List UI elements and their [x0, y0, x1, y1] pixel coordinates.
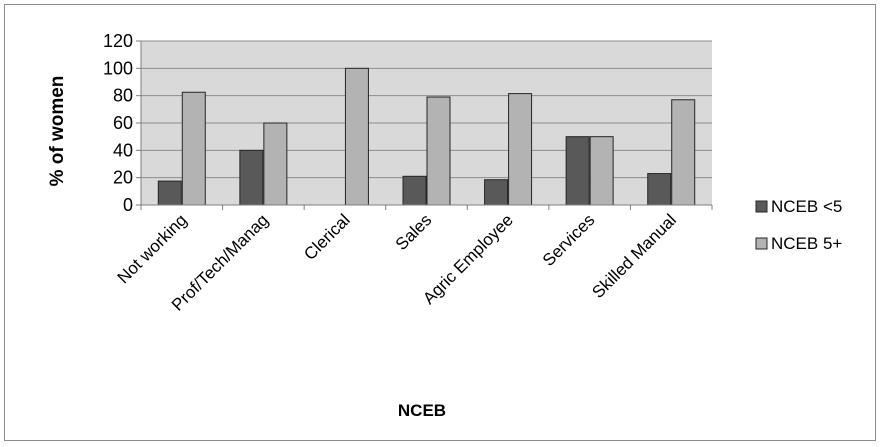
- bar: [671, 99, 696, 206]
- y-tick-label: 60: [113, 113, 133, 133]
- y-axis-title: % of women: [47, 76, 68, 187]
- x-axis-title: NCEB: [398, 401, 446, 420]
- axes: [136, 40, 713, 210]
- x-tick-label: Services: [539, 210, 599, 270]
- x-tick-label: Skilled Manual: [588, 210, 680, 302]
- bar: [157, 180, 182, 206]
- bar: [589, 136, 614, 206]
- x-tick-label: Clerical: [300, 210, 354, 264]
- y-tick-label: 20: [113, 168, 133, 188]
- bars: [157, 67, 696, 206]
- y-tick-label: 0: [123, 195, 133, 215]
- bar: [239, 149, 264, 206]
- y-tick-label: 100: [103, 58, 133, 78]
- bar: [647, 173, 672, 206]
- x-tick-label: Sales: [392, 210, 436, 254]
- y-tick-label: 40: [113, 140, 133, 160]
- legend-label: NCEB <5: [771, 197, 842, 216]
- bar: [263, 122, 288, 206]
- bar: [508, 93, 533, 206]
- y-tick-labels: 0 20 40 60 80 100 120: [103, 31, 133, 215]
- legend-swatch: [755, 237, 768, 250]
- bar: [344, 67, 369, 206]
- chart-container: 0 20 40 60 80 100 120 Not working Prof/Tech/Man…: [4, 4, 876, 441]
- y-tick-label: 80: [113, 86, 133, 106]
- x-tick-label: Not working: [114, 210, 191, 287]
- bar: [484, 179, 509, 206]
- bar: [426, 96, 451, 206]
- legend-swatch: [755, 200, 768, 213]
- bar: [402, 175, 427, 206]
- bar: [181, 91, 206, 206]
- legend: NCEB <5 NCEB 5+: [755, 197, 842, 253]
- y-tick-label: 120: [103, 31, 133, 51]
- legend-label: NCEB 5+: [771, 234, 842, 253]
- bar: [565, 136, 590, 206]
